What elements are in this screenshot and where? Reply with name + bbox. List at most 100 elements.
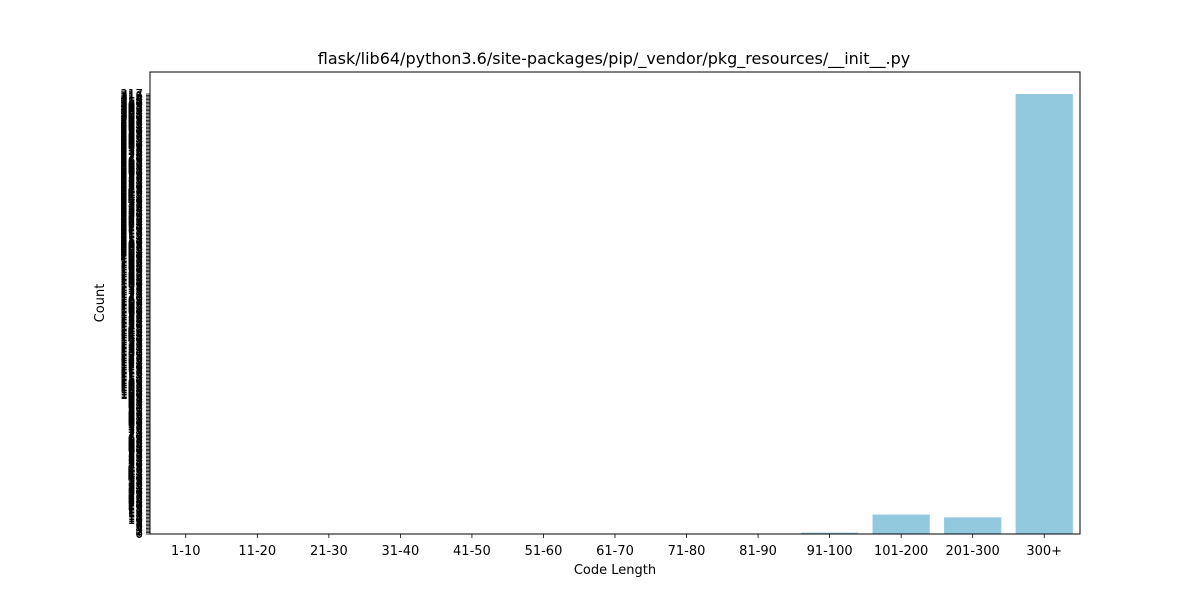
y-tick-label: 123 (120, 356, 143, 370)
y-tick-label: 78 (128, 419, 143, 433)
y-tick-label: 247 (120, 184, 143, 198)
y-tick-label: 56 (128, 449, 143, 463)
y-tick-label: 132 (120, 344, 143, 358)
y-tick-label: 257 (120, 170, 143, 184)
x-tick-label: 21-30 (310, 544, 348, 559)
y-tick-label: 104 (120, 383, 143, 397)
y-tick-label: 158 (120, 308, 143, 322)
y-tick-label: 117 (120, 365, 143, 379)
y-tick-label: 242 (120, 191, 143, 205)
x-axis-label: Code Length (574, 563, 656, 578)
y-tick-label: 194 (120, 258, 143, 272)
y-tick-label: 190 (120, 263, 143, 277)
y-tick-label: 309 (120, 98, 143, 112)
y-tick-label: 157 (120, 309, 143, 323)
y-tick-label: 258 (120, 169, 143, 183)
y-tick-label: 135 (120, 340, 143, 354)
y-tick-label: 165 (120, 298, 143, 312)
bar (872, 514, 930, 534)
y-tick-label: 206 (120, 241, 143, 255)
y-tick-label: 200 (120, 249, 143, 263)
y-tick-label: 224 (120, 216, 143, 230)
y-tick-label: 21 (128, 498, 143, 512)
y-tick-label: 186 (120, 269, 143, 283)
y-tick-label: 198 (120, 252, 143, 266)
y-tick-label: 169 (120, 292, 143, 306)
y-tick-label: 109 (120, 376, 143, 390)
y-tick-label: 272 (120, 149, 143, 163)
y-tick-label: 4 (135, 521, 143, 535)
y-tick-label: 66 (128, 435, 143, 449)
y-tick-label: 212 (120, 233, 143, 247)
y-tick-label: 238 (120, 197, 143, 211)
y-tick-label: 292 (120, 122, 143, 136)
y-tick-label: 127 (120, 351, 143, 365)
y-tick-label: 184 (120, 272, 143, 286)
y-tick-label: 134 (120, 341, 143, 355)
y-tick-label: 74 (128, 424, 143, 438)
y-tick-label: 243 (120, 190, 143, 204)
y-tick-label: 151 (120, 317, 143, 331)
y-tick-label: 61 (128, 442, 143, 456)
y-tick-label: 9 (135, 515, 143, 529)
y-tick-label: 297 (120, 115, 143, 129)
y-tick-label: 43 (128, 467, 143, 481)
y-tick-label: 269 (120, 154, 143, 168)
y-tick-label: 30 (128, 485, 143, 499)
y-tick-label: 232 (120, 205, 143, 219)
y-tick-label: 289 (120, 126, 143, 140)
y-tick-label: 211 (120, 234, 143, 248)
y-tick-label: 286 (120, 130, 143, 144)
y-tick-label: 96 (128, 394, 143, 408)
y-tick-label: 10 (128, 513, 143, 527)
bars (801, 94, 1073, 534)
y-tick-label: 6 (135, 519, 143, 533)
y-tick-label: 185 (120, 270, 143, 284)
x-tick-label: 31-40 (381, 544, 419, 559)
y-tick-label: 268 (120, 155, 143, 169)
y-tick-label: 171 (120, 290, 143, 304)
y-tick-label: 215 (120, 229, 143, 243)
y-tick-label: 234 (120, 202, 143, 216)
y-tick-label: 83 (128, 412, 143, 426)
y-tick-label: 40 (128, 471, 143, 485)
y-tick-label: 15 (128, 506, 143, 520)
y-tick-label: 160 (120, 305, 143, 319)
y-tick-label: 35 (128, 478, 143, 492)
y-tick-label: 16 (128, 505, 143, 519)
y-tick-label: 156 (120, 310, 143, 324)
y-tick-label: 166 (120, 297, 143, 311)
y-tick-label: 144 (120, 327, 143, 341)
y-tick-label: 203 (120, 245, 143, 259)
y-tick-label: 287 (120, 129, 143, 143)
y-tick-label: 92 (128, 399, 143, 413)
y-tick-label: 279 (120, 140, 143, 154)
y-tick-label: 142 (120, 330, 143, 344)
y-tick-label: 196 (120, 255, 143, 269)
y-tick-label: 108 (120, 377, 143, 391)
y-tick-label: 106 (120, 380, 143, 394)
y-tick-label: 130 (120, 347, 143, 361)
y-tick-label: 251 (120, 179, 143, 193)
x-tick-label: 51-60 (525, 544, 563, 559)
y-tick-label: 76 (128, 422, 143, 436)
y-tick-label: 296 (120, 116, 143, 130)
y-tick-label: 229 (120, 209, 143, 223)
y-tick-label: 116 (120, 366, 143, 380)
y-tick-label: 285 (120, 131, 143, 145)
y-tick-label: 68 (128, 433, 143, 447)
y-tick-label: 210 (120, 236, 143, 250)
y-tick-label: 231 (120, 206, 143, 220)
bar (944, 517, 1002, 534)
y-tick-label: 274 (120, 147, 143, 161)
y-tick-label: 38 (128, 474, 143, 488)
y-tick-label: 298 (120, 113, 143, 127)
y-tick-label: 17 (128, 503, 143, 517)
y-tick-label: 214 (120, 230, 143, 244)
y-tick-label: 49 (128, 459, 143, 473)
y-tick-label: 159 (120, 306, 143, 320)
y-tick-label: 27 (128, 490, 143, 504)
y-tick-label: 314 (120, 91, 143, 105)
y-tick-label: 233 (120, 204, 143, 218)
